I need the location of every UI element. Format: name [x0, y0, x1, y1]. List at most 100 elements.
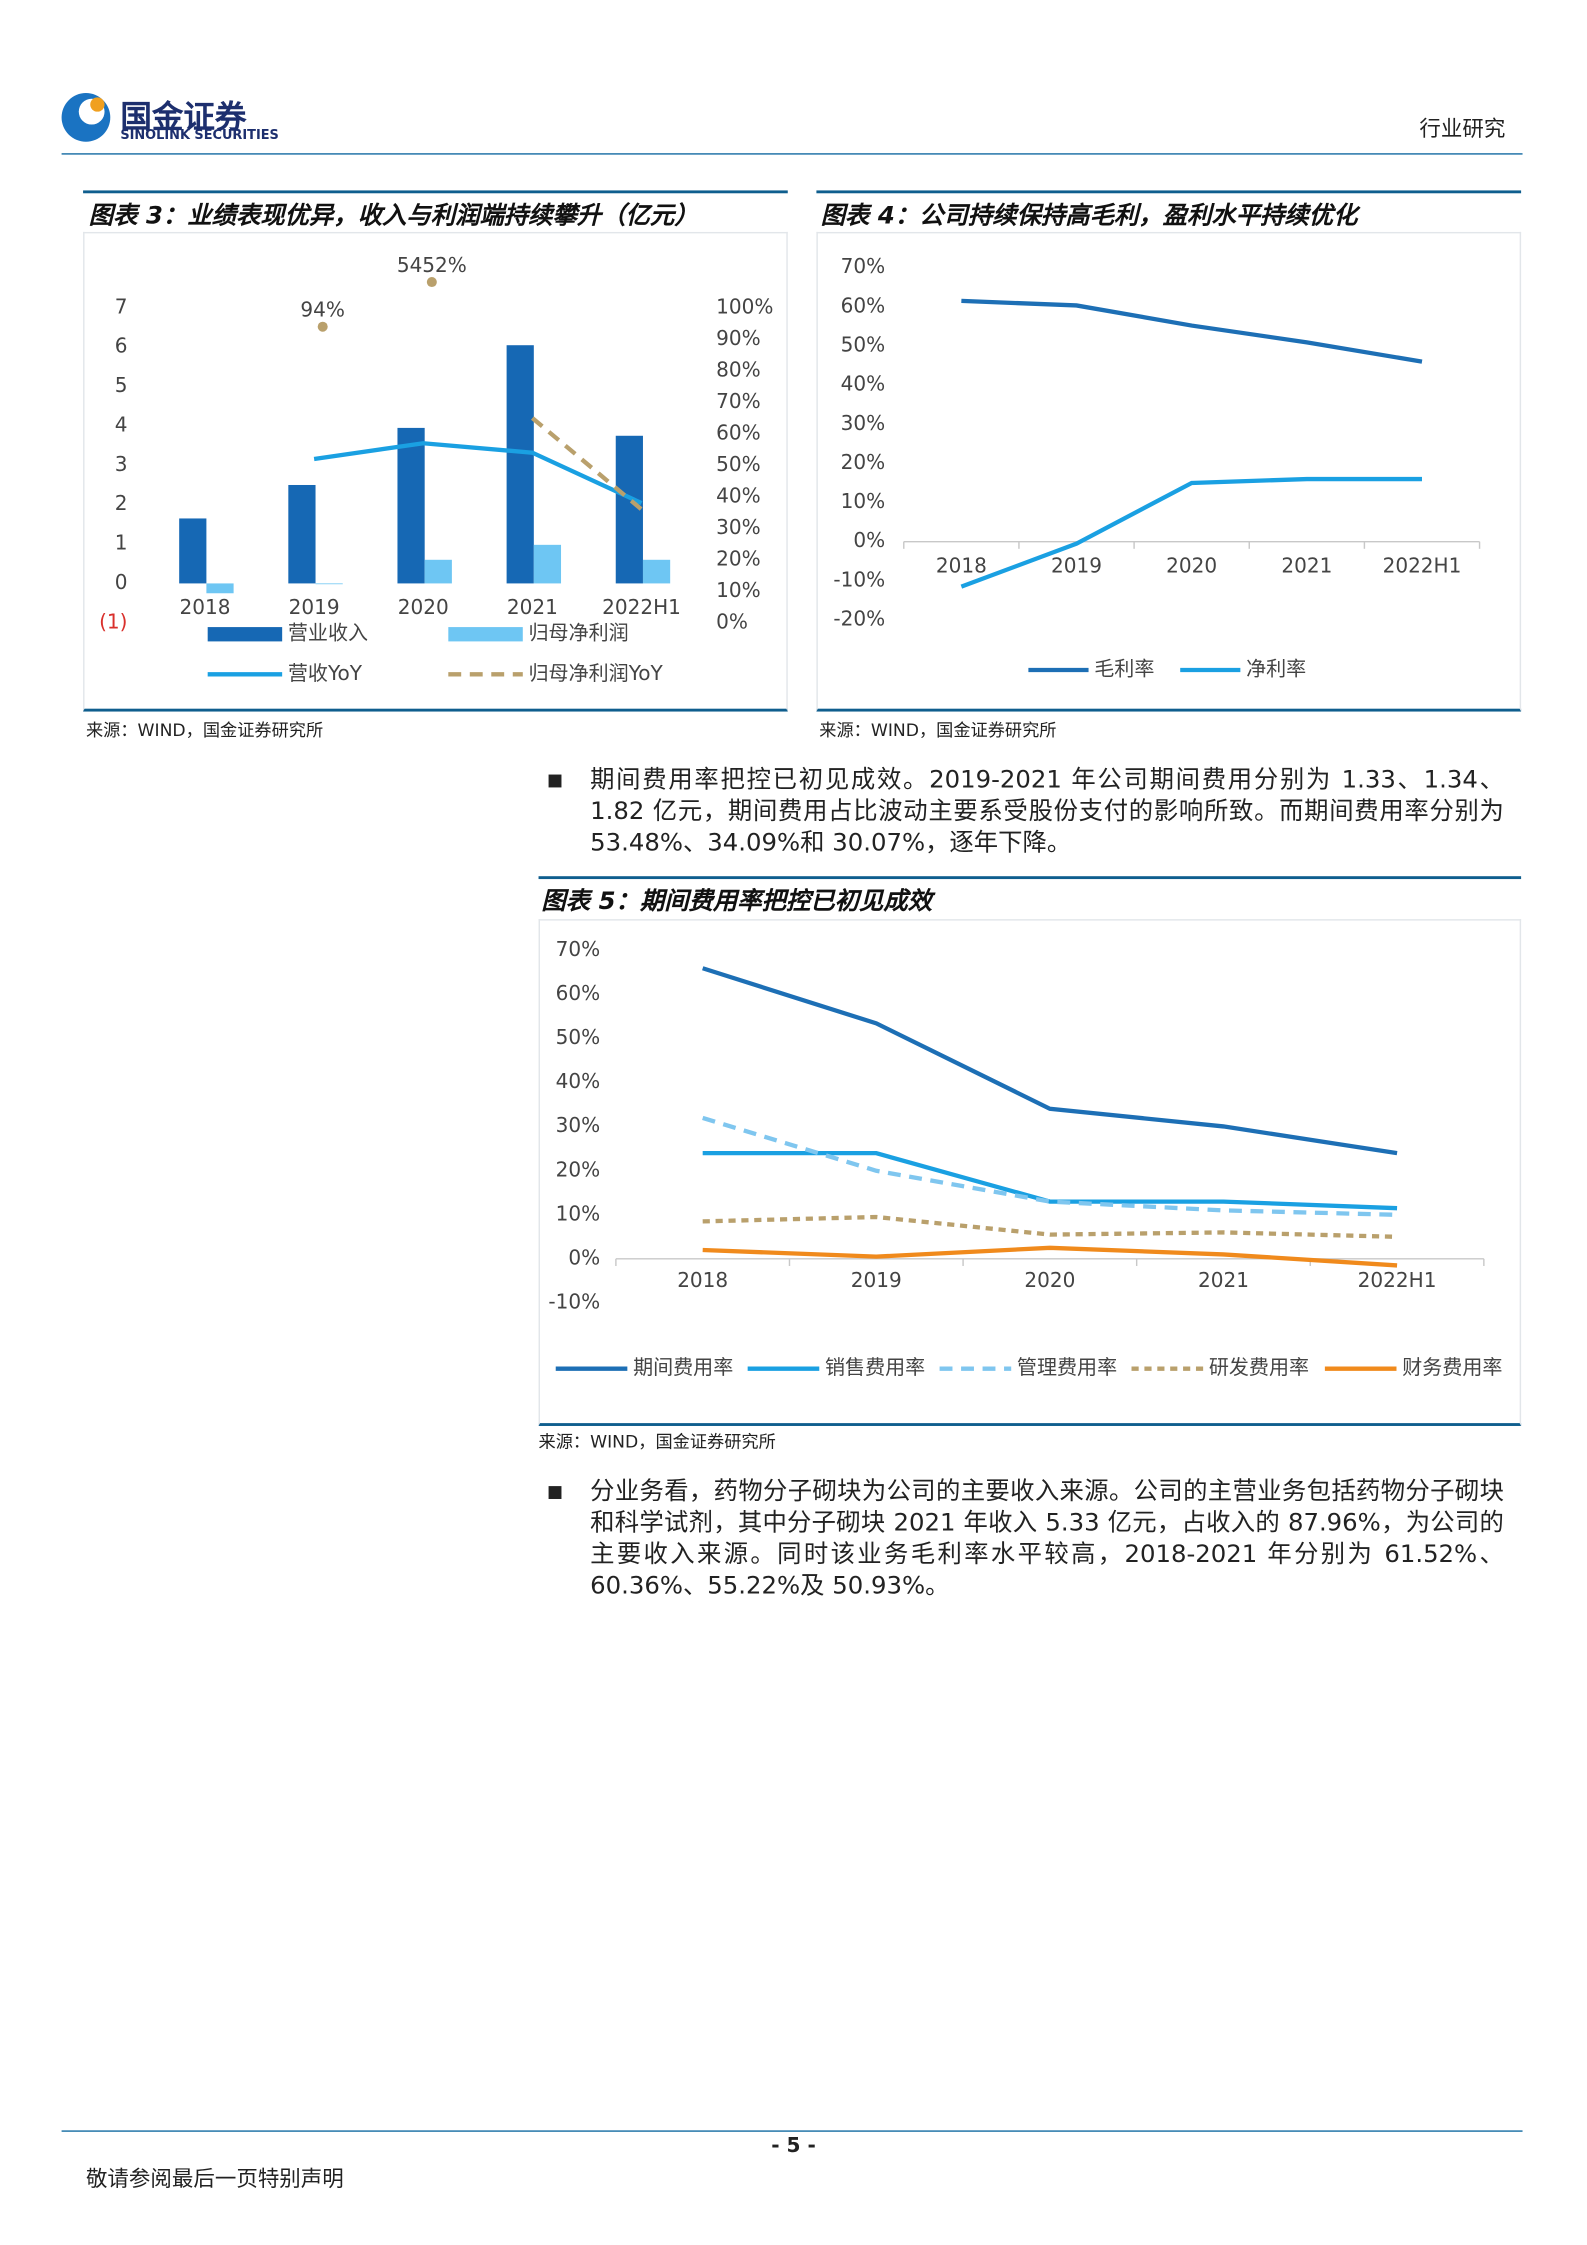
y-tick-label: 2	[115, 491, 128, 515]
x-tick-label: 2019	[851, 1268, 902, 1292]
x-tick-label: 2022H1	[1358, 1268, 1437, 1292]
legend-swatch	[207, 627, 283, 642]
chart-frame	[83, 231, 788, 712]
header-rule	[61, 153, 1523, 155]
y-tick-label: -10%	[548, 1289, 600, 1313]
logo-text: 国金证券	[120, 100, 247, 137]
y2-tick-label: 50%	[716, 452, 761, 476]
line	[961, 298, 1423, 364]
bar	[506, 345, 534, 584]
title-rule	[538, 876, 1522, 880]
y2-tick-label: 30%	[716, 515, 761, 539]
line	[702, 1245, 1398, 1268]
y-tick-label: 70%	[841, 254, 886, 278]
source-note: 来源：WIND，国金证券研究所	[819, 720, 1057, 741]
figure-title: 图表 5：期间费用率把控已初见成效	[541, 887, 933, 917]
y-tick-label: 1	[115, 531, 128, 555]
legend-label: 毛利率	[1094, 657, 1154, 681]
line	[531, 416, 643, 512]
title-rule	[83, 190, 788, 194]
y-tick-label: 0	[115, 570, 128, 594]
point	[426, 277, 437, 288]
legend-label: 销售费用率	[825, 1355, 925, 1379]
legend-label: 归母净利润YoY	[529, 661, 664, 685]
line	[960, 476, 1422, 589]
bar	[206, 583, 234, 594]
title-rule	[816, 190, 1522, 194]
y-tick-label: (1)	[99, 609, 127, 633]
x-tick-label: 2020	[1024, 1268, 1075, 1292]
legend-label: 归母净利润	[529, 621, 629, 645]
line	[702, 1115, 1398, 1217]
x-tick-label: 2020	[398, 595, 449, 619]
bar	[642, 559, 671, 584]
x-tick-label: 2018	[677, 1268, 728, 1292]
point	[317, 321, 328, 332]
y-tick-label: 40%	[556, 1069, 601, 1093]
x-tick-label: 2022H1	[602, 595, 681, 619]
y-tick-label: -20%	[833, 606, 885, 630]
source-note: 来源：WIND，国金证券研究所	[538, 1431, 776, 1452]
footer-rule	[61, 2130, 1523, 2132]
page-number: - 5 -	[771, 2134, 816, 2158]
y2-tick-label: 90%	[716, 326, 761, 350]
y2-tick-label: 70%	[716, 389, 761, 413]
bar	[315, 583, 343, 585]
legend-label: 营收YoY	[288, 661, 363, 685]
x-tick-label: 2020	[1166, 553, 1217, 577]
line	[702, 1214, 1398, 1239]
disclaimer: 敬请参阅最后一页特别声明	[85, 2166, 344, 2192]
y-tick-label: 4	[115, 412, 128, 436]
line	[702, 1151, 1398, 1211]
y2-tick-label: 10%	[716, 578, 761, 602]
bullet	[548, 1486, 562, 1499]
y-tick-label: 0%	[568, 1245, 600, 1269]
y-tick-label: 30%	[556, 1113, 601, 1137]
source-note: 来源：WIND，国金证券研究所	[85, 720, 324, 741]
legend-swatch	[448, 627, 523, 642]
data-label: 94%	[300, 297, 345, 321]
x-tick-label: 2021	[1198, 1268, 1249, 1292]
x-tick-label: 2022H1	[1383, 553, 1462, 577]
y-tick-label: -10%	[833, 567, 885, 591]
y-tick-label: 10%	[556, 1201, 601, 1225]
line	[702, 966, 1398, 1156]
chart-frame	[538, 919, 1522, 1426]
x-tick-label: 2019	[1051, 553, 1102, 577]
bar	[533, 544, 562, 584]
y-tick-label: 50%	[556, 1025, 601, 1049]
y-tick-label: 50%	[841, 332, 886, 356]
paragraph: 分业务看，药物分子砌块为公司的主要收入来源。公司的主营业务包括药物分子砌块和科学…	[590, 1477, 1504, 1601]
figure-title: 图表 3：业绩表现优异，收入与利润端持续攀升（亿元）	[88, 201, 699, 231]
logo-subtext: SINOLINK SECURITIES	[120, 128, 279, 144]
y2-tick-label: 100%	[716, 294, 773, 318]
bar	[288, 484, 316, 584]
y2-tick-label: 60%	[716, 420, 761, 444]
y-tick-label: 3	[115, 452, 128, 476]
legend-label: 研发费用率	[1209, 1355, 1309, 1379]
x-tick-label: 2021	[507, 595, 558, 619]
legend-label: 期间费用率	[633, 1355, 733, 1379]
y2-tick-label: 0%	[716, 609, 748, 633]
legend-label: 营业收入	[288, 621, 368, 645]
line	[313, 441, 643, 506]
y-tick-label: 60%	[841, 293, 886, 317]
y-tick-label: 20%	[841, 450, 886, 474]
x-tick-label: 2021	[1281, 553, 1332, 577]
chart-frame	[816, 231, 1522, 712]
legend-label: 管理费用率	[1017, 1355, 1117, 1379]
y-tick-label: 30%	[841, 411, 886, 435]
y-tick-label: 7	[115, 294, 128, 318]
section-label: 行业研究	[1419, 115, 1506, 142]
paragraph: 期间费用率把控已初见成效。2019-2021 年公司期间费用分别为 1.33、1…	[590, 765, 1504, 858]
x-tick-label: 2018	[936, 553, 987, 577]
bullet	[548, 774, 562, 788]
x-tick-label: 2018	[179, 595, 230, 619]
y-tick-label: 60%	[556, 981, 601, 1005]
figure-title: 图表 4：公司持续保持高毛利，盈利水平持续优化	[820, 201, 1358, 231]
legend-label: 财务费用率	[1402, 1355, 1502, 1379]
y-tick-label: 6	[115, 334, 128, 358]
